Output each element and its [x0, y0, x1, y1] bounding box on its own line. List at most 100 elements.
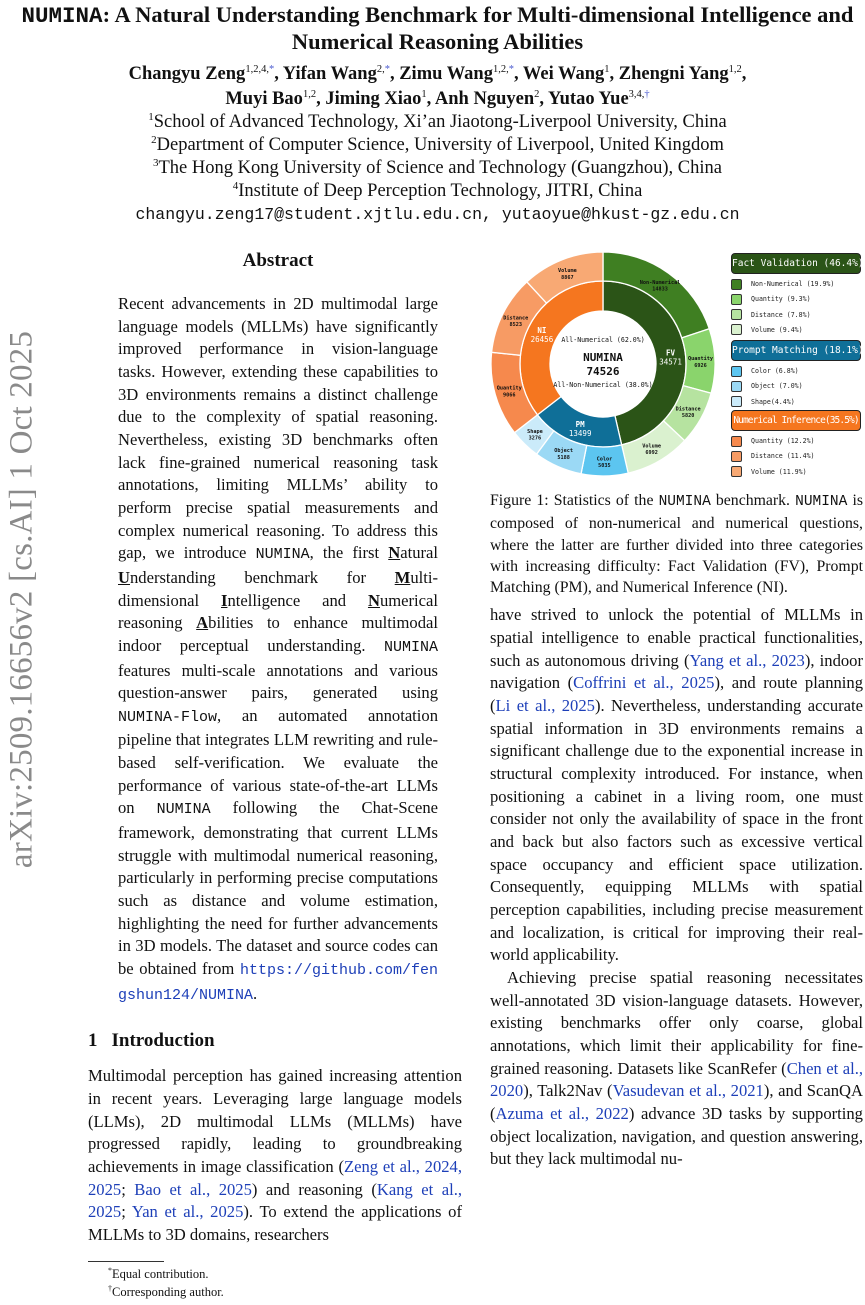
author-name: Wei Wang — [522, 64, 605, 84]
legend-label: Volume (11.9%) — [751, 467, 807, 476]
legend-swatch — [731, 365, 742, 377]
affiliation-numbers: 2, — [376, 63, 385, 75]
legend-group-header: Prompt Matching (18.1%) — [731, 340, 864, 361]
citation-link[interactable]: Zeng et al., 2024, 2025 — [88, 1156, 463, 1199]
text-run: Multimodal perception has gained increas… — [88, 1066, 462, 1176]
slice-value: 13499 — [569, 429, 592, 438]
footnote-link[interactable]: * — [268, 63, 275, 75]
citation-link[interactable]: https://github.com/fengshun124/NUMINA — [118, 962, 438, 1004]
separator: , — [274, 64, 283, 84]
author-affiliation-marks: 1 — [421, 88, 427, 100]
affiliation-numbers: 1,2,4, — [245, 63, 269, 75]
legend-swatch — [731, 293, 742, 305]
legend-item: Object (7.0%) — [731, 380, 803, 392]
slice-label: FV — [666, 348, 676, 357]
slice-value: 8523 — [510, 322, 523, 328]
slice-label: NI — [537, 326, 546, 335]
legend-group-header: Fact Validation (46.4%) — [731, 253, 864, 274]
author-affiliation-marks: 1 — [604, 64, 609, 75]
text-run: Recent advancements in 2D multimodal lar… — [118, 294, 438, 563]
text-run: following the Chat-Scene framework, demo… — [118, 798, 438, 979]
text-run: ), indoor navigation ( — [490, 650, 863, 693]
citation-link[interactable]: Vasudevan et al., 2021 — [612, 1081, 764, 1101]
body-paragraph: Achieving precise spatial reasoning nece… — [490, 967, 863, 1171]
text-run: benchmark. — [710, 492, 796, 509]
figure-1: FV 34571 PM 13499 NI 26456 Non-Numerical 14833 Q… — [490, 250, 864, 490]
affiliation-numbers: 1,2 — [728, 63, 742, 75]
legend-item: Quantity (9.3%) — [731, 293, 811, 305]
affiliation-number: 2 — [151, 133, 157, 146]
slice-label: Object — [554, 447, 573, 454]
title-text: : A Natural Understanding Benchmark for … — [102, 2, 854, 54]
text-run: ), and route planning ( — [490, 673, 864, 716]
author-affiliation-marks: 3,4,† — [629, 88, 650, 100]
affiliation-text: Institute of Deep Perception Technology,… — [238, 181, 643, 201]
affiliation-numbers: 1 — [421, 88, 427, 100]
slice-value: 14833 — [652, 287, 668, 293]
text-run: ), Talk2Nav ( — [523, 1081, 613, 1101]
citation-link[interactable]: Yang et al., 2023 — [689, 650, 805, 670]
text-run: ) advance 3D tasks by supporting object … — [490, 1103, 863, 1169]
separator: , — [316, 88, 326, 109]
affiliation: 3The Hong Kong University of Science and… — [20, 157, 855, 180]
mono-term: NUMINA — [383, 638, 438, 656]
affiliation: 2Department of Computer Science, Univers… — [20, 134, 855, 157]
legend-label: Object (7.0%) — [751, 382, 803, 391]
section-title: Introduction — [111, 1030, 215, 1052]
legend-item: Distance (11.4%) — [731, 450, 815, 462]
citation-link[interactable]: Yan et al., 2025 — [131, 1202, 244, 1222]
author: Wei Wang1, — [523, 64, 619, 84]
slice-label: Non-Numerical — [640, 280, 681, 286]
text-run: . — [253, 983, 258, 1003]
legend-swatch — [731, 324, 742, 336]
slice-label: PM — [576, 420, 586, 429]
slice-value: 9066 — [503, 392, 516, 398]
paper-header: NUMINA: A Natural Understanding Benchmar… — [20, 0, 855, 250]
affiliation-text: School of Advanced Technology, Xi’an Jia… — [153, 112, 727, 132]
section-number: 1 — [88, 1030, 98, 1052]
footnotes: *Equal contribution. †Corresponding auth… — [88, 1247, 462, 1305]
slice-label: Shape — [527, 429, 543, 435]
separator: , — [539, 88, 548, 109]
author-name: Jiming Xiao — [325, 88, 422, 109]
legend-item: Volume (9.4%) — [731, 324, 803, 336]
footnote-corresponding-author: †Corresponding author. — [108, 1283, 462, 1301]
citation-link[interactable]: Chen et al., 2020 — [490, 1058, 863, 1101]
author-name: Anh Nguyen — [434, 88, 535, 109]
legend-swatch — [731, 380, 742, 392]
author: Muyi Bao1,2, — [225, 89, 325, 109]
text-run: ulti-dimensional — [118, 567, 438, 610]
separator: , — [609, 64, 619, 84]
slice-value: 5820 — [682, 413, 695, 419]
citation-link[interactable]: Azuma et al., 2022 — [495, 1103, 629, 1123]
legend-item: Non-Numerical (19.9%) — [731, 278, 834, 290]
citation-link[interactable]: Bao et al., 2025 — [134, 1179, 252, 1199]
author-affiliation-marks: 1,2 — [729, 64, 742, 75]
text-run: , an automated annotation pipeline that … — [118, 705, 438, 818]
affiliation-number: 3 — [152, 156, 159, 169]
legend-label: Volume (9.4%) — [751, 325, 803, 334]
arxiv-identifier-stamp: arXiv:2509.16656v2 [cs.AI] 1 Oct 2025 — [3, 330, 40, 869]
text-run: atural — [400, 543, 438, 563]
abstract-heading: Abstract — [242, 250, 314, 271]
separator: , — [513, 64, 523, 84]
slice-label: Distance — [676, 407, 701, 413]
footnote-link[interactable]: * — [384, 63, 390, 75]
slice-value: 6926 — [694, 363, 707, 369]
legend-item: Shape(4.4%) — [731, 396, 795, 408]
affiliations: 1School of Advanced Technology, Xi’an Ji… — [20, 111, 855, 226]
footnote-link[interactable]: * — [508, 63, 514, 75]
author-affiliation-marks: 1,2,* — [493, 64, 514, 75]
author-emails[interactable]: changyu.zeng17@student.xjtlu.edu.cn, yut… — [135, 205, 740, 224]
citation-link[interactable]: Li et al., 2025 — [495, 696, 595, 716]
slice-label: Color — [597, 456, 613, 462]
mono-term: NUMINA — [658, 494, 711, 510]
footnote-text: Equal contribution. — [112, 1266, 209, 1281]
acronym-letter: I — [221, 590, 228, 610]
affiliation-numbers: 1,2 — [302, 88, 317, 100]
legend-item: Distance (7.8%) — [731, 309, 811, 321]
footnote-link[interactable]: † — [644, 88, 650, 100]
citation-link[interactable]: Coffrini et al., 2025 — [573, 673, 715, 693]
right-column: FV 34571 PM 13499 NI 26456 Non-Numerical 14833 Q… — [490, 250, 864, 1305]
